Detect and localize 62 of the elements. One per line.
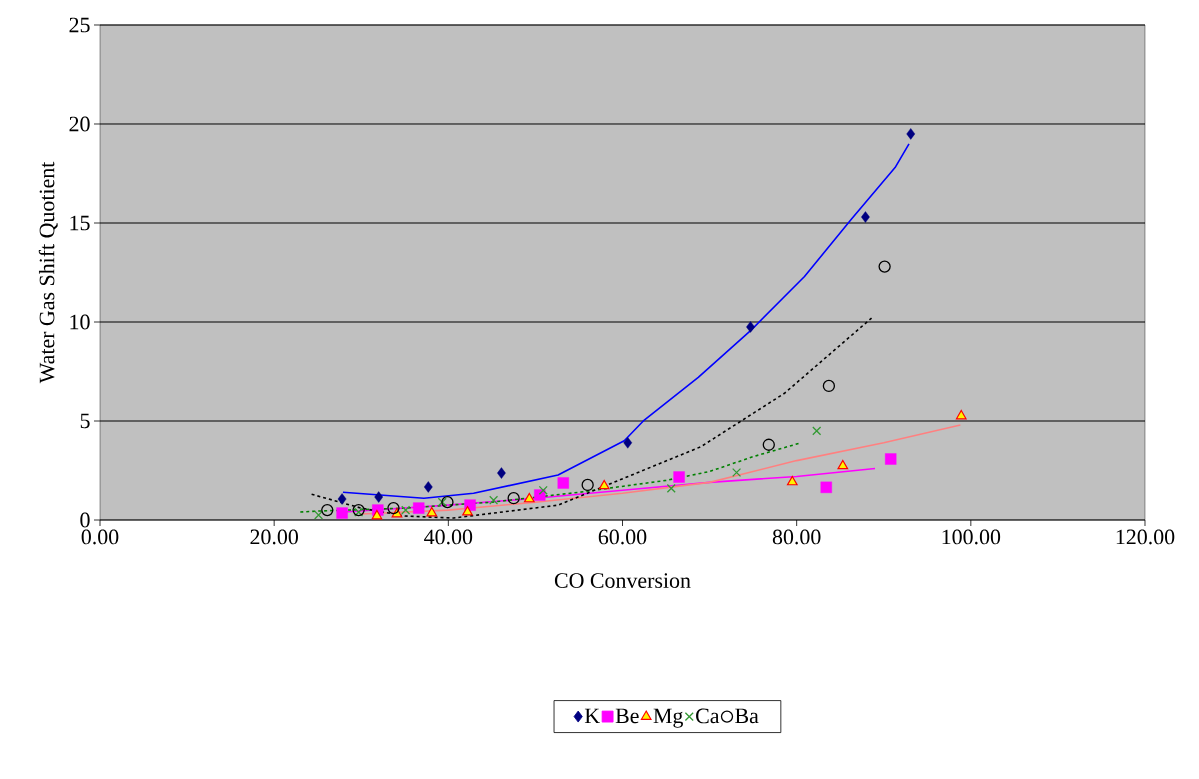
point: [861, 211, 870, 223]
y-tick-label: 25: [69, 17, 90, 33]
line-series: [360, 424, 962, 515]
x-tick-label: 100.00: [942, 529, 1001, 545]
point: [581, 478, 594, 492]
point: [352, 503, 365, 517]
point: [746, 321, 755, 333]
point: [837, 459, 849, 470]
point: [786, 475, 798, 486]
point: [413, 502, 425, 514]
point: [762, 438, 775, 451]
point: [666, 483, 676, 493]
point: [623, 437, 633, 449]
point: [337, 493, 347, 505]
x-axis-title: CO Conversion: [554, 573, 691, 588]
x-tick-label: 60.00: [598, 529, 647, 545]
x-tick-label: 0.00: [81, 529, 119, 545]
point: [812, 426, 822, 436]
point: [371, 509, 383, 520]
y-tick-label: 10: [70, 314, 90, 330]
point: [441, 496, 454, 509]
y-tick-label: 15: [70, 215, 90, 231]
x-tick-label: 20.00: [250, 529, 298, 545]
x-tick-label: 80.00: [772, 529, 821, 545]
y-tick-label: 0: [80, 512, 90, 528]
point: [885, 453, 897, 465]
legend-label: Mg: [653, 708, 683, 728]
point: [507, 492, 520, 505]
point: [423, 481, 433, 493]
y-axis-title: Water Gas Shift Quotient: [38, 161, 58, 384]
point: [437, 497, 447, 507]
point: [314, 510, 324, 520]
point: [820, 481, 832, 494]
point: [426, 506, 438, 517]
point: [534, 489, 546, 501]
point: [489, 495, 499, 505]
point: [497, 467, 506, 479]
point: [354, 507, 364, 517]
point: [321, 503, 334, 517]
x-tick-label: 40.00: [424, 529, 473, 545]
point: [374, 491, 383, 503]
point: [401, 505, 411, 515]
point: [538, 485, 548, 495]
point: [523, 492, 535, 503]
point: [673, 471, 685, 483]
point: [462, 505, 473, 516]
point: [387, 501, 400, 515]
legend-label: K: [584, 708, 600, 723]
legend-label: Be: [615, 708, 639, 724]
x-tick-label: 120.00: [1116, 529, 1175, 545]
point: [822, 379, 836, 393]
point: [955, 409, 967, 420]
point: [336, 507, 348, 519]
point: [906, 128, 916, 140]
legend-label: Ba: [735, 708, 759, 724]
point: [878, 260, 891, 273]
point: [732, 467, 742, 478]
y-tick-label: 20: [69, 116, 90, 132]
y-tick-label: 5: [80, 413, 90, 429]
legend-label: Ca: [696, 708, 720, 724]
point: [598, 479, 610, 490]
point: [557, 477, 569, 489]
